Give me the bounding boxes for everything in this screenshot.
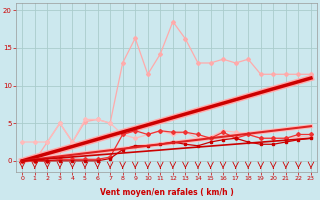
X-axis label: Vent moyen/en rafales ( km/h ): Vent moyen/en rafales ( km/h ) (100, 188, 234, 197)
